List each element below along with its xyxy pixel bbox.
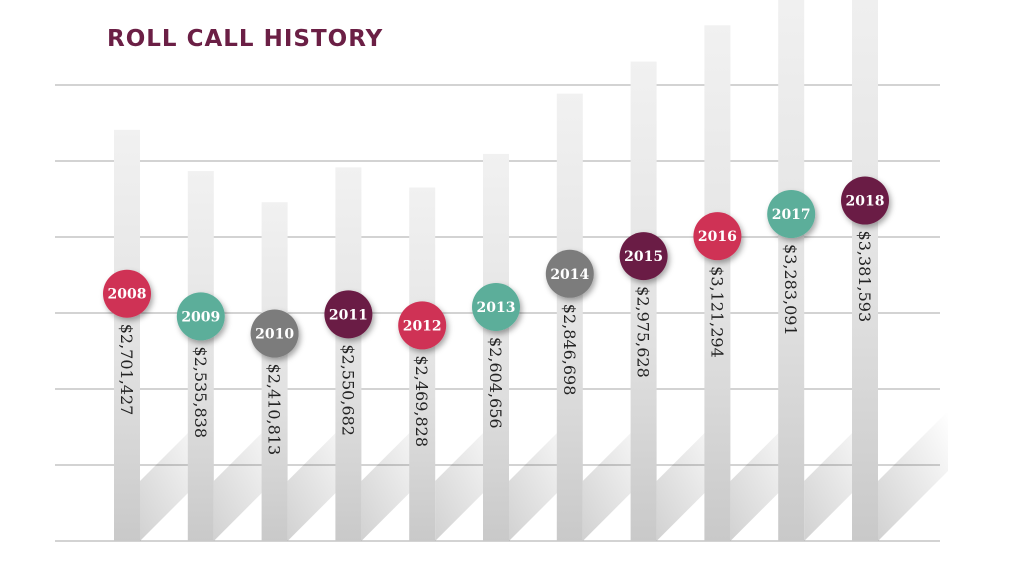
bar-2012 — [409, 187, 436, 542]
bar-2011 — [335, 167, 362, 541]
year-marker-2014: 2014 — [545, 249, 594, 298]
value-label: $2,604,656 — [486, 337, 505, 429]
value-label: $2,701,427 — [117, 324, 136, 416]
marker-circle — [250, 309, 299, 358]
year-marker-2016: 2016 — [693, 212, 742, 261]
year-marker-2011: 2011 — [324, 290, 373, 339]
year-marker-2010: 2010 — [250, 309, 299, 358]
year-marker-2009: 2009 — [176, 292, 225, 341]
marker-circle — [103, 269, 151, 318]
year-label: 2009 — [181, 309, 220, 325]
bar-2010 — [261, 202, 288, 541]
marker-circle — [176, 292, 225, 341]
bar-2016 — [704, 25, 731, 542]
marker-circle — [841, 176, 889, 225]
marker-circle — [472, 282, 520, 331]
value-label: $2,550,682 — [338, 344, 357, 436]
year-label: 2018 — [846, 194, 885, 210]
bar-2018 — [852, 0, 878, 542]
marker-circle — [619, 232, 668, 281]
bars — [114, 0, 878, 542]
year-label: 2011 — [329, 307, 368, 323]
bar-shadows — [140, 411, 948, 541]
value-label: $3,283,091 — [781, 244, 800, 336]
year-label: 2016 — [698, 229, 737, 245]
value-label: $3,381,593 — [855, 231, 874, 323]
year-marker-2008: 2008 — [103, 269, 151, 318]
year-marker-2015: 2015 — [619, 232, 668, 281]
chart-title: ROLL CALL HISTORY — [107, 26, 384, 52]
marker-circle — [767, 190, 816, 239]
year-marker-2018: 2018 — [841, 176, 889, 225]
year-label: 2010 — [255, 327, 294, 343]
bar-2009 — [187, 171, 214, 541]
year-marker-2012: 2012 — [398, 301, 447, 350]
marker-circle — [693, 212, 742, 261]
year-marker-2013: 2013 — [472, 282, 520, 331]
bar-2014 — [556, 93, 583, 542]
value-label: $2,469,828 — [412, 355, 431, 447]
value-label: $2,535,838 — [191, 346, 210, 438]
year-markers: 2008 2009 2010 2011 2012 2013 2014 2015 2016 2017… — [103, 176, 889, 358]
year-label: 2013 — [477, 300, 516, 316]
value-label: $2,846,698 — [560, 304, 579, 396]
marker-circle — [398, 301, 447, 350]
bar-shadow — [878, 411, 948, 541]
year-label: 2017 — [772, 207, 811, 223]
bar-2013 — [483, 153, 509, 541]
bar-2008 — [114, 129, 140, 542]
value-label: $2,410,813 — [265, 364, 284, 456]
year-label: 2014 — [550, 267, 589, 283]
value-label: $2,975,628 — [634, 286, 653, 378]
year-marker-2017: 2017 — [767, 190, 816, 239]
value-labels: $2,701,427 $2,535,838 $2,410,813 $2,550,682… — [117, 231, 874, 456]
bar-2015 — [630, 61, 657, 541]
year-label: 2015 — [624, 249, 663, 265]
year-label: 2012 — [403, 318, 442, 334]
bar-2017 — [778, 0, 805, 542]
marker-circle — [324, 290, 373, 339]
value-label: $3,121,294 — [707, 266, 726, 358]
marker-circle — [545, 249, 594, 298]
year-label: 2008 — [108, 287, 147, 303]
